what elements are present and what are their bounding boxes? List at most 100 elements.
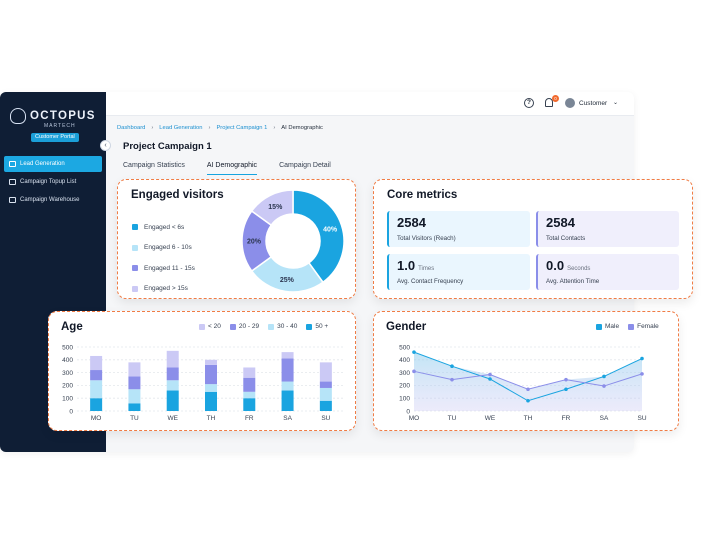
y-tick-label: 0 <box>406 408 410 415</box>
data-point[interactable] <box>412 369 416 374</box>
bar-segment[interactable] <box>90 380 103 399</box>
legend-label: 50 + <box>315 323 329 330</box>
help-icon[interactable]: ? <box>524 98 534 108</box>
legend-label: Engaged > 15s <box>144 285 188 293</box>
lead-generation-icon <box>9 161 16 167</box>
sidebar-item-campaign-warehouse[interactable]: Campaign Warehouse <box>4 192 102 208</box>
chevron-down-icon[interactable]: ⌄ <box>613 100 619 106</box>
bar-segment[interactable] <box>205 359 217 365</box>
legend-item: Female <box>628 323 659 330</box>
sidebar-item-lead-generation[interactable]: Lead Generation <box>4 156 102 172</box>
legend-label: Female <box>637 323 659 330</box>
data-point[interactable] <box>640 372 644 376</box>
bar-segment[interactable] <box>166 350 179 368</box>
y-tick-label: 300 <box>399 370 410 377</box>
x-tick-label: MO <box>409 415 419 422</box>
bell-icon[interactable] <box>545 98 553 107</box>
bar-segment[interactable] <box>90 370 103 381</box>
data-point[interactable] <box>450 364 454 368</box>
breadcrumb-link-dashboard[interactable]: Dashboard <box>117 125 146 131</box>
breadcrumb-separator-icon: › <box>151 125 154 131</box>
engaged-visitors-card: Engaged visitors Engaged < 6s Engaged 6 … <box>117 179 356 299</box>
x-tick-label: TH <box>207 415 216 422</box>
gender-area-fill <box>414 352 642 411</box>
x-tick-label: MO <box>91 415 101 422</box>
avatar[interactable] <box>565 98 575 108</box>
legend-swatch <box>199 323 205 330</box>
breadcrumb: Dashboard › Lead Generation › Project Ca… <box>117 125 323 131</box>
bar-segment[interactable] <box>128 389 141 404</box>
donut-slice-label: 40% <box>323 226 338 233</box>
data-point[interactable] <box>602 374 606 379</box>
breadcrumb-link-project-campaign[interactable]: Project Campaign 1 <box>216 125 268 131</box>
bar-segment[interactable] <box>319 400 332 411</box>
bar-segment[interactable] <box>243 377 256 392</box>
bar-segment[interactable] <box>319 381 332 388</box>
legend-item: Engaged 11 - 15s <box>132 258 195 279</box>
data-point[interactable] <box>640 356 644 361</box>
tab-ai-demographic[interactable]: AI Demographic <box>206 162 258 175</box>
legend-swatch <box>229 323 236 330</box>
bar-segment[interactable] <box>281 352 294 359</box>
gender-line-chart: 0 100 200 300 400 500 MO TU WE TH FR SA SU <box>399 344 647 422</box>
bar-segment[interactable] <box>166 367 179 381</box>
data-point[interactable] <box>526 387 530 392</box>
data-point[interactable] <box>488 372 492 377</box>
legend-swatch <box>132 265 138 272</box>
bar-segment[interactable] <box>281 381 294 391</box>
bar-segment[interactable] <box>243 391 256 399</box>
data-point[interactable] <box>412 350 416 354</box>
tab-bar: Campaign Statistics AI Demographic Campa… <box>123 162 331 175</box>
data-point[interactable] <box>526 398 530 403</box>
sidebar-item-campaign-topup-list[interactable]: Campaign Topup List <box>4 174 102 190</box>
data-point[interactable] <box>450 377 454 382</box>
bar-segment[interactable] <box>281 390 294 411</box>
bar-segment[interactable] <box>205 384 217 392</box>
bar-segment[interactable] <box>243 398 256 411</box>
legend-swatch <box>132 224 138 231</box>
legend-swatch <box>628 323 635 330</box>
x-tick-label: SU <box>321 415 330 422</box>
data-point[interactable] <box>564 387 568 392</box>
bar-segment[interactable] <box>319 362 332 382</box>
bar-segment[interactable] <box>205 391 217 411</box>
bar-segment[interactable] <box>319 387 332 401</box>
metric-value: 0.0 Seconds <box>546 258 591 273</box>
metric-total-visitors: 2584 Total Visitors (Reach) <box>387 211 530 247</box>
sidebar-item-label: Lead Generation <box>20 161 65 167</box>
donut-slice[interactable] <box>292 189 345 284</box>
x-tick-label: SA <box>600 415 609 422</box>
legend-label: Male <box>605 323 620 330</box>
bar-segment[interactable] <box>128 403 141 411</box>
tab-campaign-statistics[interactable]: Campaign Statistics <box>123 162 185 169</box>
bar-segment[interactable] <box>90 355 103 371</box>
bar-segment[interactable] <box>90 398 103 411</box>
user-menu-label[interactable]: Customer <box>579 100 608 107</box>
tab-campaign-detail[interactable]: Campaign Detail <box>279 162 331 169</box>
legend-item: 20 - 29 <box>229 323 259 330</box>
bar-segment[interactable] <box>128 376 141 390</box>
donut-slice[interactable] <box>250 189 294 227</box>
bar-segment[interactable] <box>166 390 179 411</box>
collapse-sidebar-button[interactable]: ‹ <box>100 140 111 151</box>
bar-segment[interactable] <box>166 380 179 391</box>
brand-logo: OCTOPUS <box>10 108 96 124</box>
bar-segment[interactable] <box>243 367 256 378</box>
legend-item: Engaged > 15s <box>132 279 195 300</box>
legend-item: Engaged < 6s <box>132 217 195 238</box>
bar-segment[interactable] <box>281 358 294 382</box>
metric-label: Avg. Attention Time <box>546 278 600 285</box>
breadcrumb-link-lead-generation[interactable]: Lead Generation <box>159 125 203 131</box>
bar-segment[interactable] <box>205 364 217 385</box>
data-point[interactable] <box>488 377 492 381</box>
data-point[interactable] <box>564 377 568 382</box>
legend-item: 50 + <box>306 323 328 330</box>
metric-attention-time: 0.0 Seconds Avg. Attention Time <box>536 254 679 290</box>
x-tick-label: SA <box>283 415 292 422</box>
bar-segment[interactable] <box>128 362 141 377</box>
card-title: Age <box>61 321 83 333</box>
brand-name: OCTOPUS <box>30 110 96 122</box>
y-tick-label: 0 <box>69 408 73 415</box>
breadcrumb-current: AI Demographic <box>281 125 323 131</box>
data-point[interactable] <box>602 384 606 388</box>
